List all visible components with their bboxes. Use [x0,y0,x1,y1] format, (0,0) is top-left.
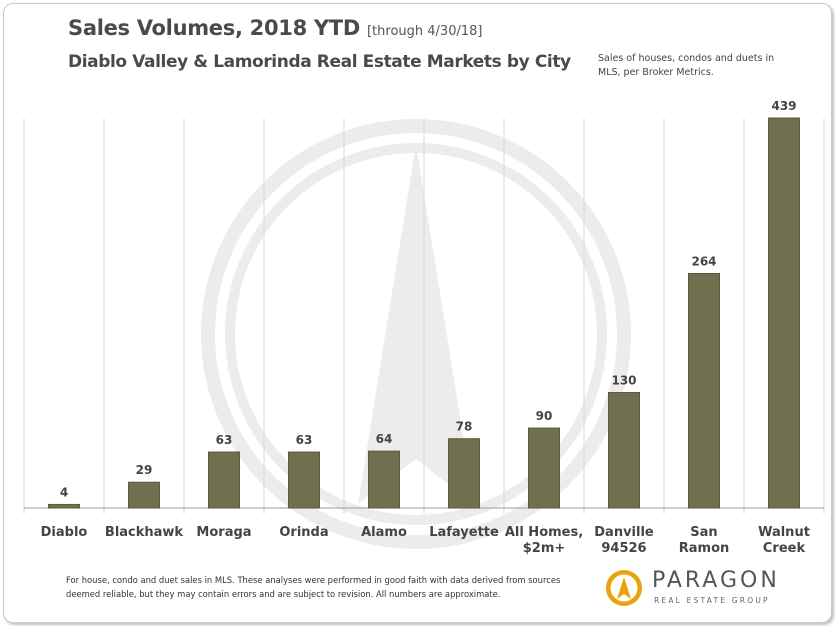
value-label: 78 [456,420,473,434]
title-text: Sales Volumes, 2018 YTD [68,16,360,40]
bar [608,392,640,509]
bar [128,481,160,509]
category-label-line: Lafayette [429,525,499,540]
value-label: 130 [611,374,636,388]
chart-bars [48,117,800,509]
paragon-logo: PARAGON REAL ESTATE GROUP [604,568,814,612]
category-label: Danville 94526 [594,525,654,556]
bar-chart: 4 29 63 63 64 78 90 130 264 439 Diablo Blackhawk Mo… [23,99,825,556]
category-label: Blackhawk [105,525,184,540]
logo-name: PARAGON [652,568,780,593]
bar [688,272,720,509]
category-label: Orinda [279,525,328,540]
category-label: Walnut Creek [758,525,810,556]
category-label: Moraga [196,525,251,540]
bar [768,117,800,509]
value-label: 90 [536,409,553,423]
category-label-line: San [690,525,717,540]
category-label-line: Walnut [758,525,810,540]
category-labels: Diablo Blackhawk Moraga Orinda Alamo Lafayett… [41,525,810,556]
value-label: 29 [136,463,153,477]
chart-title: Sales Volumes, 2018 YTD [through 4/30/18… [68,16,482,40]
watermark-ring-outer [201,119,631,549]
value-label: 439 [771,99,796,113]
logo-tagline: REAL ESTATE GROUP [654,596,770,605]
category-label: San Ramon [679,525,730,556]
category-label: Diablo [41,525,88,540]
value-label: 64 [376,432,393,446]
category-label-line: Creek [763,541,806,556]
footnote: For house, condo and duet sales in MLS. … [66,575,561,599]
bar [368,450,400,509]
value-labels: 4 29 63 63 64 78 90 130 264 439 [60,99,797,499]
category-label-line: All Homes, [505,525,583,540]
value-label: 264 [691,254,716,268]
value-label: 63 [216,433,233,447]
chart-subtitle: Diablo Valley & Lamorinda Real Estate Ma… [68,52,571,72]
category-label: Lafayette [429,525,499,540]
bar [528,427,560,509]
bar [448,438,480,509]
category-label-line: $2m+ [523,541,566,556]
category-label-line: Ramon [679,541,730,556]
chart-frame: Sales Volumes, 2018 YTD [through 4/30/18… [3,3,832,623]
source-note: Sales of houses, condos and duets in MLS… [598,53,775,78]
category-label-line: Blackhawk [105,525,184,540]
category-label-line: Danville [594,525,654,540]
bar [208,451,240,509]
category-label-line: 94526 [601,541,646,556]
value-label: 63 [296,433,313,447]
title-date-note: [through 4/30/18] [366,24,483,39]
category-label-line: Moraga [196,525,251,540]
watermark-arrow [358,144,474,504]
category-label-line: Diablo [41,525,88,540]
paragon-logo-icon [606,570,642,606]
bar [48,503,80,509]
category-label: Alamo [361,525,407,540]
category-label: All Homes, $2m+ [505,525,583,556]
category-label-line: Orinda [279,525,328,540]
value-label: 4 [60,485,68,499]
bar [288,451,320,509]
category-label-line: Alamo [361,525,407,540]
watermark-logo [201,119,631,549]
